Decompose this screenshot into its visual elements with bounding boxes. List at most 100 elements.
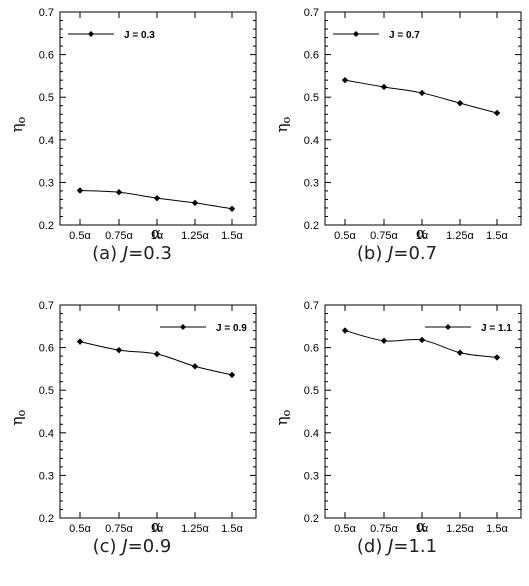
y-axis-label: ηo xyxy=(8,116,28,132)
data-point xyxy=(228,205,236,213)
y-tick-label: 0.7 xyxy=(304,7,319,19)
plot-frame xyxy=(324,304,522,519)
chart-panel-c: 0.2 0.3 0.4 0.5 0.6 0.7 0.5α 0.75α 1α 1.25α 1.5α α η… xyxy=(0,293,264,586)
caption-prefix: (d) xyxy=(356,536,389,557)
x-tick-label: 1α xyxy=(416,230,429,240)
data-point xyxy=(76,187,84,194)
data-point xyxy=(456,99,464,107)
data-point xyxy=(341,327,349,334)
x-tick-label: 0.5α xyxy=(69,230,91,240)
y-axis-label-subscript: o xyxy=(280,409,293,416)
y-tick-label: 0.5 xyxy=(39,92,54,104)
data-point xyxy=(493,354,501,361)
caption-variable: J xyxy=(122,243,129,264)
legend-label: J = 1.1 xyxy=(481,323,512,334)
y-tick-label: 0.3 xyxy=(39,470,54,482)
x-axis-label: α xyxy=(151,517,161,533)
x-tick-label: 0.75α xyxy=(370,230,398,240)
y-tick-label: 0.2 xyxy=(304,220,319,232)
plot-frame xyxy=(324,11,522,226)
series-line xyxy=(344,330,498,358)
y-tick-label: 0.2 xyxy=(39,220,54,232)
x-tick-label: 0.5α xyxy=(69,523,91,533)
y-tick-label: 0.4 xyxy=(304,428,319,440)
caption-prefix: (c) xyxy=(92,536,123,557)
data-point xyxy=(191,363,199,370)
caption-prefix: (b) xyxy=(356,243,389,264)
data-point xyxy=(191,199,199,207)
series-line xyxy=(79,341,233,376)
data-point xyxy=(418,89,426,97)
plot-frame xyxy=(59,11,257,226)
legend-marker xyxy=(353,31,359,37)
y-tick-label: 0.7 xyxy=(39,7,54,19)
caption-value: =0.3 xyxy=(128,243,172,264)
y-tick-label: 0.4 xyxy=(39,135,54,147)
y-tick-label: 0.5 xyxy=(39,385,54,397)
data-point xyxy=(493,109,501,117)
chart-panel-b: 0.2 0.3 0.4 0.5 0.6 0.7 0.5α 0.75α 1α 1.25α 1.5α α η… xyxy=(265,0,529,293)
x-tick-label: 1α xyxy=(416,523,429,533)
y-tick-label: 0.6 xyxy=(39,343,54,355)
caption-variable: J xyxy=(122,536,128,557)
caption-a: (a) J=0.3 xyxy=(0,243,264,264)
data-point xyxy=(153,350,161,358)
chart-b: 0.2 0.3 0.4 0.5 0.6 0.7 0.5α 0.75α 1α 1.25α 1.5α α η… xyxy=(273,7,522,240)
x-tick-label: 1α xyxy=(151,230,164,240)
legend-label: J = 0.7 xyxy=(389,30,420,41)
legend-marker xyxy=(445,324,451,330)
data-point xyxy=(228,371,236,379)
x-tick-label: 1.25α xyxy=(181,230,209,240)
y-tick-label: 0.3 xyxy=(39,177,54,189)
y-tick-label: 0.2 xyxy=(39,513,54,525)
caption-prefix: (a) xyxy=(92,243,123,264)
y-tick-label: 0.2 xyxy=(304,513,319,525)
y-tick-label: 0.7 xyxy=(304,300,319,312)
legend-label: J = 0.9 xyxy=(216,323,247,334)
data-point xyxy=(380,337,388,344)
x-tick-label: 0.5α xyxy=(334,523,356,533)
chart-a: 0.2 0.3 0.4 0.5 0.6 0.7 0.5α 0.75α 1α 1.25α 1.5α α η… xyxy=(8,7,257,240)
y-tick-label: 0.6 xyxy=(304,50,319,62)
y-tick-label: 0.7 xyxy=(39,300,54,312)
y-tick-label: 0.5 xyxy=(304,92,319,104)
y-tick-label: 0.3 xyxy=(304,177,319,189)
x-tick-label: 1.25α xyxy=(181,523,209,533)
legend-label: J = 0.3 xyxy=(124,30,155,41)
caption-variable: J xyxy=(388,536,394,557)
legend-marker xyxy=(180,324,186,330)
y-tick-label: 0.5 xyxy=(304,385,319,397)
plot-frame xyxy=(59,304,257,519)
y-axis-label-subscript: o xyxy=(15,409,28,416)
y-axis-label: ηo xyxy=(273,116,293,132)
x-tick-label: 1.25α xyxy=(446,523,474,533)
y-tick-label: 0.4 xyxy=(304,135,319,147)
chart-panel-a: 0.2 0.3 0.4 0.5 0.6 0.7 0.5α 0.75α 1α 1.25α 1.5α α η… xyxy=(0,0,264,293)
caption-value: =1.1 xyxy=(393,536,438,557)
chart-panel-d: 0.2 0.3 0.4 0.5 0.6 0.7 0.5α 0.75α 1α 1.25α 1.5α α η… xyxy=(265,293,529,586)
y-axis-label: ηo xyxy=(8,409,28,425)
x-tick-label: 0.75α xyxy=(105,230,133,240)
y-axis-label-subscript: o xyxy=(15,116,28,123)
series-line xyxy=(344,79,498,114)
caption-d: (d) J=1.1 xyxy=(265,536,529,557)
data-point xyxy=(380,83,388,91)
y-tick-label: 0.3 xyxy=(304,470,319,482)
y-tick-label: 0.6 xyxy=(304,343,319,355)
data-point xyxy=(115,188,123,196)
y-axis-label: ηo xyxy=(273,409,293,425)
caption-value: =0.7 xyxy=(393,243,438,264)
x-axis-label: α xyxy=(416,517,426,533)
data-point xyxy=(115,346,123,354)
data-point xyxy=(153,194,161,202)
caption-b: (b) J=0.7 xyxy=(265,243,529,264)
y-tick-label: 0.6 xyxy=(39,50,54,62)
data-point xyxy=(456,349,464,356)
x-tick-label: 1.5α xyxy=(221,230,243,240)
x-tick-label: 1.5α xyxy=(221,523,243,533)
x-tick-label: 0.5α xyxy=(334,230,356,240)
x-axis-label: α xyxy=(151,224,161,240)
y-tick-label: 0.4 xyxy=(39,428,54,440)
x-tick-label: 1.5α xyxy=(486,523,508,533)
x-tick-label: 1.25α xyxy=(446,230,474,240)
